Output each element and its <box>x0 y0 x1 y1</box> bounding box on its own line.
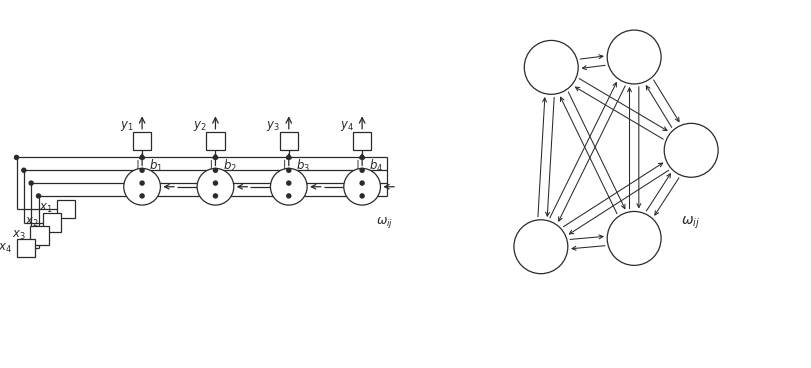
Bar <box>30 226 49 244</box>
Circle shape <box>607 212 661 265</box>
Circle shape <box>124 169 161 205</box>
Circle shape <box>344 169 380 205</box>
Circle shape <box>22 168 26 172</box>
Text: $b_2$: $b_2$ <box>223 158 237 174</box>
Circle shape <box>287 168 291 172</box>
Circle shape <box>524 40 578 94</box>
Circle shape <box>36 194 41 198</box>
Bar <box>16 239 35 257</box>
Text: $y_3$: $y_3$ <box>266 119 280 133</box>
Circle shape <box>213 168 217 172</box>
Circle shape <box>197 169 234 205</box>
Text: $y_1$: $y_1$ <box>120 119 133 133</box>
Circle shape <box>213 181 217 185</box>
Bar <box>57 199 75 218</box>
Circle shape <box>287 194 291 198</box>
Circle shape <box>213 194 217 198</box>
Circle shape <box>514 220 568 274</box>
Circle shape <box>607 30 661 84</box>
Circle shape <box>287 155 291 159</box>
Text: $x_3$: $x_3$ <box>12 229 26 242</box>
Circle shape <box>360 168 364 172</box>
Circle shape <box>360 155 364 159</box>
Text: $y_2$: $y_2$ <box>193 119 207 133</box>
Bar <box>43 213 62 232</box>
Circle shape <box>664 123 718 177</box>
Circle shape <box>140 168 144 172</box>
Circle shape <box>360 181 364 185</box>
Circle shape <box>360 194 364 198</box>
Circle shape <box>140 194 144 198</box>
Circle shape <box>270 169 307 205</box>
Circle shape <box>29 181 33 185</box>
Bar <box>353 132 371 150</box>
Text: $x_2$: $x_2$ <box>25 216 38 229</box>
Text: $b_4$: $b_4$ <box>370 158 384 174</box>
Bar <box>206 132 225 150</box>
Text: $x_4$: $x_4$ <box>0 242 12 255</box>
Text: $b_3$: $b_3$ <box>296 158 310 174</box>
Text: $y_4$: $y_4$ <box>340 119 354 133</box>
Text: $\omega_{ij}$: $\omega_{ij}$ <box>680 215 700 231</box>
Text: $x_1$: $x_1$ <box>38 202 52 215</box>
Circle shape <box>213 155 217 159</box>
Bar <box>280 132 298 150</box>
Bar <box>133 132 152 150</box>
Circle shape <box>15 155 19 159</box>
Circle shape <box>140 155 144 159</box>
Text: $b_1$: $b_1$ <box>149 158 163 174</box>
Circle shape <box>287 181 291 185</box>
Circle shape <box>140 181 144 185</box>
Text: $\omega_{ij}$: $\omega_{ij}$ <box>375 215 393 230</box>
